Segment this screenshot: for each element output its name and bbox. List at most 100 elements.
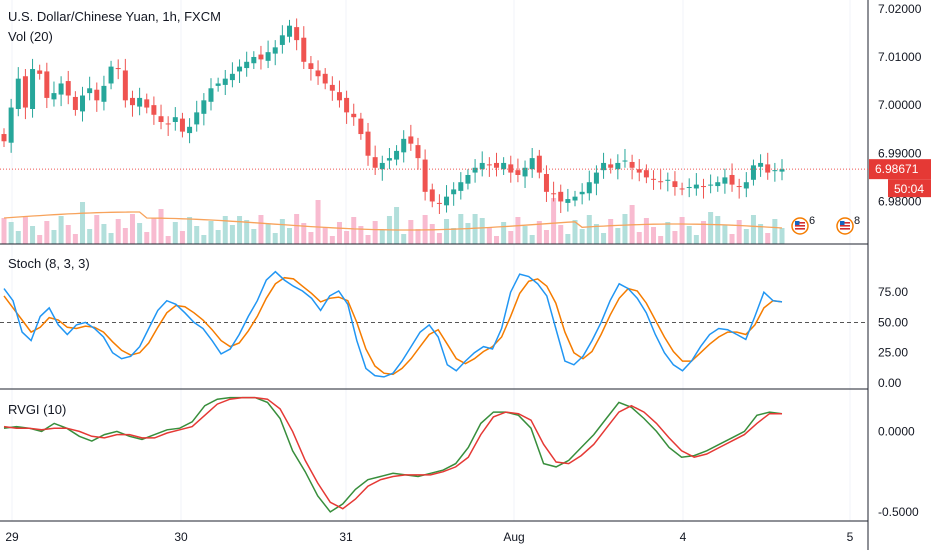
candle-body (422, 159, 428, 192)
candle-body (80, 95, 86, 112)
volume-bar (743, 229, 749, 244)
rvgi-tick-label: -0.5000 (878, 505, 919, 519)
us-flag-icon[interactable]: 8 (836, 215, 860, 235)
volume-bar (365, 235, 371, 244)
volume-bar (700, 221, 706, 244)
rvgi-lines (3, 396, 783, 513)
volume-bar (622, 214, 628, 244)
candle-body (579, 191, 585, 195)
candle-body (629, 161, 635, 168)
price-tick-label: 7.00000 (878, 98, 922, 112)
volume-bar (158, 209, 164, 244)
stoch-tick-label: 75.00 (878, 285, 908, 299)
candle-body (58, 83, 64, 95)
volume-bar (30, 226, 36, 244)
candle-body (172, 117, 178, 122)
rvgi-tick-label: 0.0000 (878, 424, 915, 438)
flag-stripe (840, 225, 850, 227)
candle-body (372, 157, 378, 168)
volume-bar (708, 212, 714, 244)
candle-body (493, 162, 499, 168)
candle-body (750, 165, 756, 180)
candle-body (301, 37, 307, 62)
flag-stripe (795, 228, 805, 230)
event-count: 6 (809, 215, 815, 227)
candle-body (165, 123, 171, 125)
volume-bar (129, 214, 135, 244)
volume-bar (501, 222, 507, 244)
volume-bar (87, 229, 93, 244)
candle-body (122, 70, 128, 101)
candle-body (94, 89, 100, 101)
candle-body (108, 66, 114, 84)
candle-body (658, 181, 664, 183)
volume-bar (636, 232, 642, 244)
candle-body (601, 162, 607, 171)
volume-bar (344, 231, 350, 244)
candle-body (379, 162, 385, 170)
candle-body (472, 167, 478, 173)
candle-body (137, 97, 143, 107)
stoch-k-line (3, 270, 783, 378)
candle-body (708, 184, 714, 186)
rvgi-signal-line (3, 396, 782, 510)
candle-body (194, 112, 200, 125)
volume-bar (80, 202, 86, 244)
price-tick-label: 7.01000 (878, 50, 922, 64)
candle-body (715, 182, 721, 187)
time-tick-label: 29 (5, 530, 19, 544)
volume-bar (44, 221, 50, 244)
candle-body (572, 196, 578, 201)
volume-bar (679, 217, 685, 244)
volume-bar (229, 225, 235, 244)
time-tick-label: Aug (503, 530, 524, 544)
countdown-box (888, 179, 931, 198)
volume-bar (336, 222, 342, 244)
candle-body (158, 116, 164, 122)
time-tick-label: 31 (339, 530, 353, 544)
candle-body (329, 84, 335, 91)
volume-bar (322, 227, 328, 244)
volume-bar (258, 215, 264, 244)
volume-bar (750, 215, 756, 244)
candle-body (208, 88, 214, 102)
us-flag-icon[interactable]: 6 (791, 215, 815, 235)
volume-bar (565, 234, 571, 244)
volume-bar (222, 216, 228, 244)
candle-body (608, 164, 614, 168)
volume-bar (444, 219, 450, 244)
last-price-label: 6.98671 (875, 162, 919, 176)
candle-body (486, 164, 492, 166)
flag-stripe (840, 228, 850, 230)
candle-body (444, 196, 450, 206)
candle-body (258, 54, 264, 60)
candle-body (386, 158, 392, 161)
candle-body (365, 131, 371, 156)
volume-bar (201, 235, 207, 244)
candle-body (244, 61, 250, 69)
candle-body (622, 160, 628, 162)
candle-body (479, 162, 485, 170)
volume-bar (408, 220, 414, 244)
volume-bar (651, 227, 657, 244)
volume-bar (451, 228, 457, 244)
candle-body (529, 158, 535, 170)
candle-body (508, 164, 514, 173)
volume-bar (515, 217, 521, 244)
volume-bar (379, 230, 385, 244)
volume-bar (593, 224, 599, 244)
volume-bar (237, 216, 243, 244)
volume-bar (779, 228, 785, 244)
candle-body (722, 177, 728, 184)
candle-body (415, 145, 421, 159)
candle-body (251, 56, 257, 64)
candle-body (265, 52, 271, 61)
volume-bar (429, 224, 435, 244)
volume-bar (101, 224, 107, 244)
candle-body (458, 182, 464, 191)
volume-bars (1, 198, 785, 244)
volume-bar (108, 233, 114, 244)
volume-bar (643, 218, 649, 244)
volume-bar (686, 226, 692, 244)
